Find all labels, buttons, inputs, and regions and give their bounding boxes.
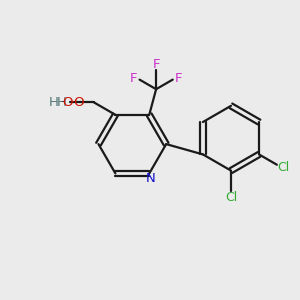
Text: ·: · [60, 96, 64, 109]
Text: ·O: ·O [70, 96, 85, 109]
Text: Cl: Cl [277, 161, 289, 174]
Text: O: O [63, 96, 73, 109]
Text: N: N [146, 172, 156, 185]
Text: F: F [130, 72, 137, 85]
Text: Cl: Cl [225, 191, 237, 204]
Text: H: H [49, 96, 59, 109]
Text: H: H [57, 96, 67, 109]
Text: F: F [152, 58, 160, 71]
Text: F: F [175, 72, 182, 85]
